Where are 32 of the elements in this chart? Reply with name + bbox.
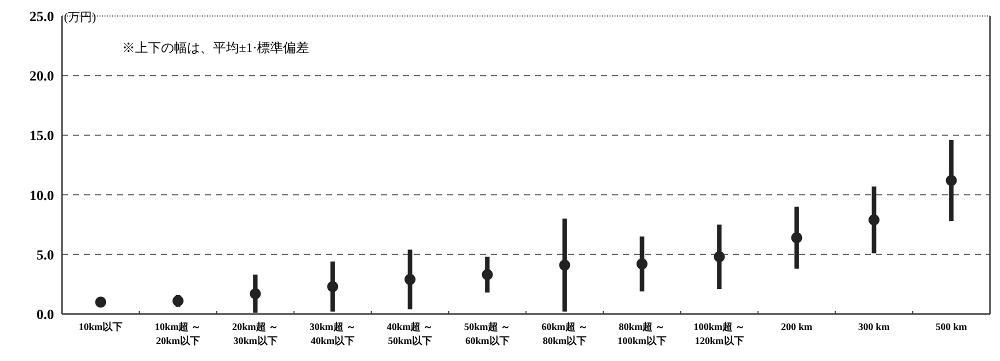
point bbox=[95, 296, 106, 308]
point bbox=[946, 174, 957, 186]
x-tick-label: 10km超 ～ 20km以下 bbox=[154, 321, 202, 347]
point bbox=[327, 281, 338, 292]
point bbox=[172, 295, 184, 306]
y-axis-title: (万円) bbox=[64, 10, 96, 24]
x-tick-label: 100km超 ～ 120km以下 bbox=[694, 321, 746, 347]
y-tick-label: 10.0 bbox=[30, 188, 54, 204]
x-tick-label: 20km超 ～ 30km以下 bbox=[232, 321, 279, 347]
y-tick-label: 25.0 bbox=[30, 10, 54, 25]
y-tick-label: 20.0 bbox=[30, 70, 54, 85]
x-tick-label: 500 km bbox=[936, 322, 968, 333]
point bbox=[250, 288, 261, 300]
x-tick-label: 50km超 ～ 60km以下 bbox=[464, 321, 511, 347]
point bbox=[404, 274, 416, 285]
point bbox=[868, 214, 880, 226]
x-tick-label: 10km以下 bbox=[78, 321, 123, 333]
point bbox=[559, 260, 570, 271]
point bbox=[714, 251, 725, 262]
x-tick-label: 200 km bbox=[780, 322, 814, 333]
y-tick-label: 5.0 bbox=[36, 248, 54, 264]
point bbox=[482, 269, 493, 280]
point bbox=[636, 258, 648, 270]
y-tick-label: 15.0 bbox=[30, 129, 54, 144]
point bbox=[791, 232, 802, 244]
y-tick-label: 0.0 bbox=[36, 308, 54, 323]
x-tick-label: 80km超 ～ 100km以下 bbox=[618, 321, 666, 347]
x-tick-label: 30km超 ～ 40km以下 bbox=[309, 321, 356, 347]
x-tick-label: 300 km bbox=[858, 322, 890, 333]
x-tick-label: 60km超 ～ 80km以下 bbox=[541, 321, 588, 347]
annotation: ※上下の幅は、平均±1·標準偏差 bbox=[122, 40, 309, 55]
x-tick-label: 40km超 ～ 50km以下 bbox=[386, 321, 434, 347]
